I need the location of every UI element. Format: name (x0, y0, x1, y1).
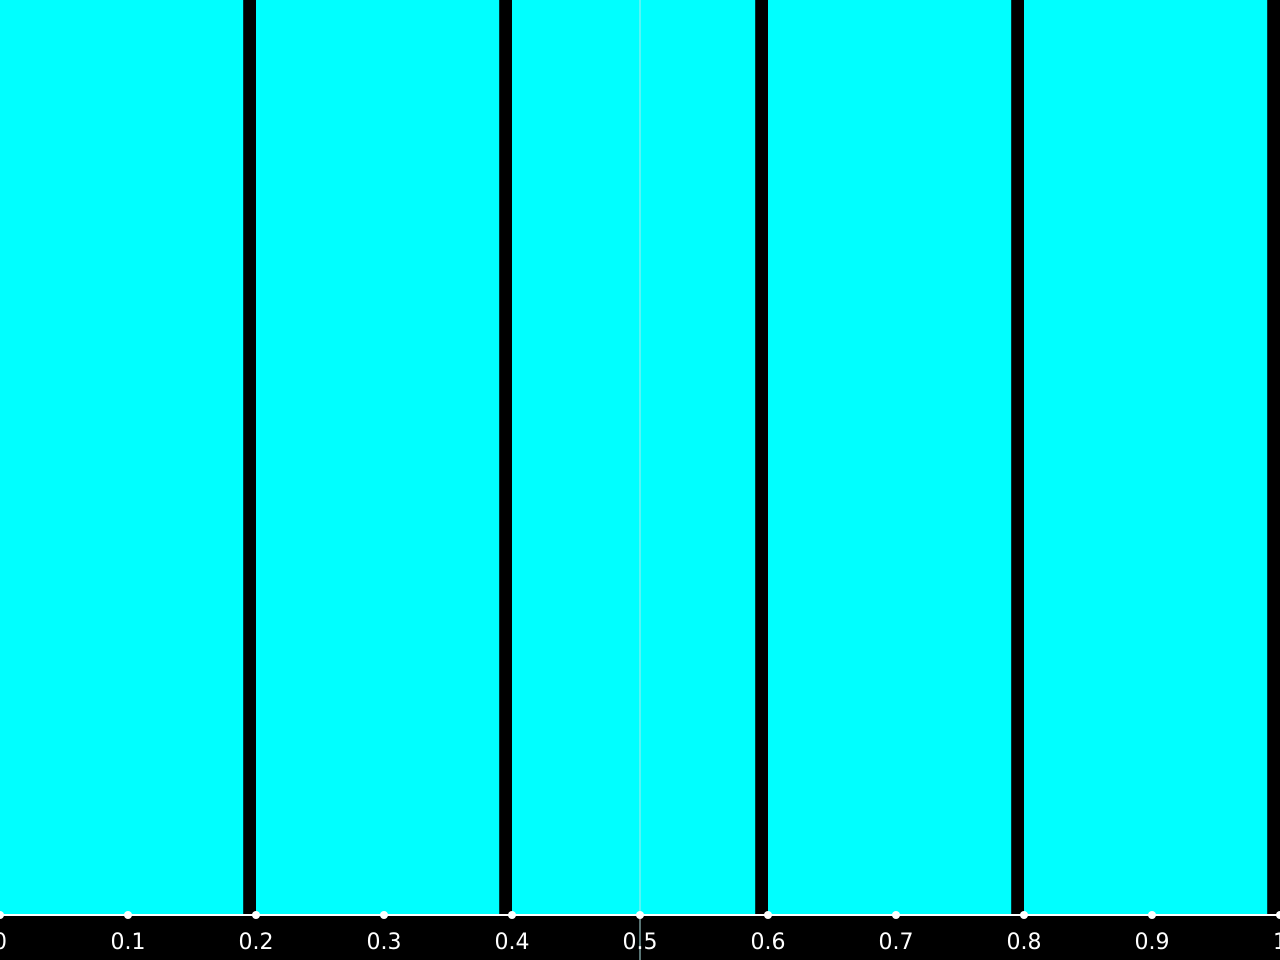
x-tick-mark (1020, 911, 1028, 919)
x-tick-label: 0 (0, 930, 7, 955)
x-tick-label: 0.3 (367, 930, 402, 955)
x-tick-mark (764, 911, 772, 919)
x-tick-mark (124, 911, 132, 919)
bar-1 (0, 0, 244, 914)
x-tick-label: 0.5 (623, 930, 658, 955)
x-tick-mark (252, 911, 260, 919)
x-tick-mark (1148, 911, 1156, 919)
bar-5 (1024, 0, 1268, 914)
x-tick-label: 0.6 (751, 930, 786, 955)
x-tick-mark (1276, 911, 1280, 919)
x-tick-label: 0.2 (239, 930, 274, 955)
x-tick-label: 1 (1273, 930, 1280, 955)
x-tick-label: 0.9 (1135, 930, 1170, 955)
x-tick-label: 0.4 (495, 930, 530, 955)
bar-4 (768, 0, 1012, 914)
bar-2 (256, 0, 500, 914)
bar-3 (512, 0, 756, 914)
x-tick-label: 0.1 (111, 930, 146, 955)
x-tick-label: 0.7 (879, 930, 914, 955)
x-tick-mark (892, 911, 900, 919)
x-tick-label: 0.8 (1007, 930, 1042, 955)
x-tick-mark (508, 911, 516, 919)
x-axis-ticks: 0 0.1 0.2 0.3 0.4 0.5 0.6 0.7 0.8 0.9 1 (0, 911, 1280, 955)
x-tick-mark (0, 911, 4, 919)
bars-group (0, 0, 1268, 914)
x-tick-mark (380, 911, 388, 919)
x-tick-mark (636, 911, 644, 919)
